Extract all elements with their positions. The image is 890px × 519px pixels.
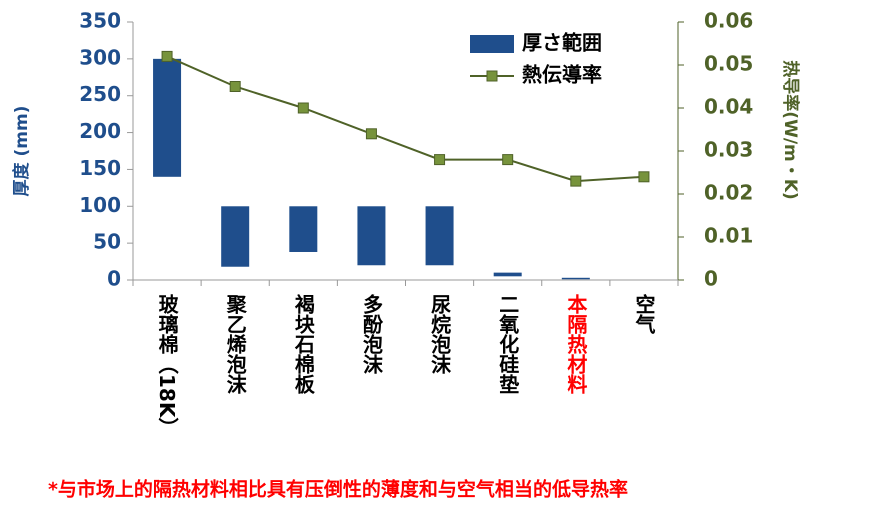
footnote: *与市场上的隔热材料相比具有压倒性的薄度和与空气相当的低导热率 <box>48 478 628 501</box>
range-bar <box>289 206 318 252</box>
y-tick-label: 0 <box>107 267 121 291</box>
x-tick-label: 尿烷泡沫 <box>428 294 452 375</box>
marker <box>365 128 377 140</box>
marker <box>434 154 446 166</box>
range-bar <box>153 58 182 177</box>
y2-tick-label: 0.03 <box>704 138 753 162</box>
range-bar <box>493 272 522 277</box>
x-tick-label: 聚乙烯泡沫 <box>223 294 247 395</box>
y-tick-label: 300 <box>79 45 121 69</box>
marker <box>229 81 241 92</box>
marker <box>570 175 582 187</box>
x-tick-label: 二氧化硅垫 <box>496 294 520 394</box>
y2-tick-label: 0.05 <box>704 52 753 76</box>
y2-tick-label: 0.01 <box>704 224 753 248</box>
x-tick-label: 空气 <box>632 293 656 334</box>
marker <box>638 171 650 183</box>
marker <box>161 50 173 62</box>
y2-axis-title: 热导率(W/m・K) <box>780 60 801 199</box>
legend-label: 厚さ範囲 <box>522 31 602 55</box>
legend-label: 熱伝導率 <box>522 63 602 87</box>
y2-tick-label: 0.06 <box>704 9 753 33</box>
x-tick-label: 褐块石棉板 <box>291 293 315 395</box>
y-tick-label: 100 <box>79 193 121 217</box>
y2-tick-label: 0.04 <box>704 95 753 119</box>
x-tick-label: 本隔热材料 <box>564 294 588 395</box>
marker <box>502 154 514 166</box>
y-tick-label: 50 <box>93 230 121 254</box>
x-tick-label: 多酚泡沫 <box>359 293 383 375</box>
legend-swatch <box>470 35 514 53</box>
range-bar <box>357 206 386 266</box>
y-tick-label: 250 <box>79 82 121 106</box>
range-bar <box>425 206 454 266</box>
y-tick-label: 350 <box>79 9 121 33</box>
legend-marker <box>486 70 498 82</box>
x-tick-label: 玻璃棉（18K） <box>155 294 179 438</box>
y-axis-title: 厚度 (mm) <box>11 106 32 197</box>
line <box>166 55 645 183</box>
marker <box>297 102 309 114</box>
range-bar <box>561 277 590 280</box>
range-bar <box>221 206 250 267</box>
y-tick-label: 200 <box>79 119 121 143</box>
y2-tick-label: 0.02 <box>704 181 753 205</box>
y2-tick-label: 0 <box>704 267 718 291</box>
y-tick-label: 150 <box>79 156 121 180</box>
